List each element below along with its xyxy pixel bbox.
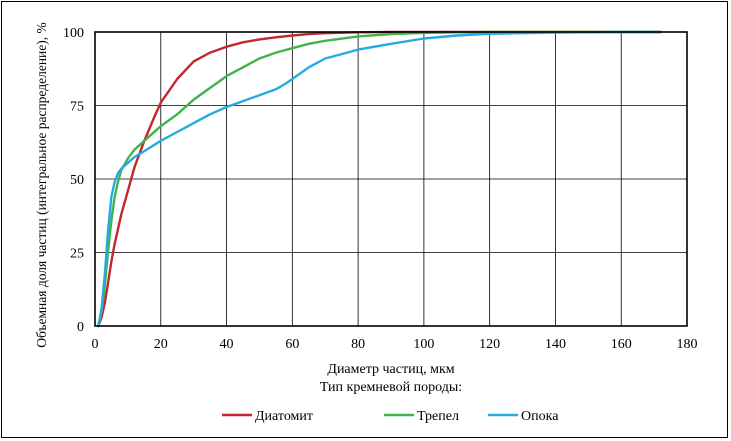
legend: Диатомит Трепел Опока [222, 409, 559, 424]
legend-title: Тип кремневой породы: [320, 380, 462, 395]
x-tick-labels: 0 20 40 60 80 100 120 140 160 180 [92, 337, 698, 352]
series-line [97, 30, 662, 328]
x-tick-label: 40 [220, 337, 234, 352]
legend-label: Трепел [417, 409, 459, 424]
x-tick-label: 160 [611, 337, 632, 352]
y-tick-label: 0 [77, 320, 84, 335]
x-tick-label: 60 [285, 337, 299, 352]
plot-area-border [94, 31, 688, 327]
x-tick-label: 180 [677, 337, 698, 352]
legend-label: Диатомит [255, 409, 313, 424]
x-tick-label: 20 [154, 337, 168, 352]
legend-label: Опока [521, 409, 559, 424]
y-tick-label: 100 [63, 26, 84, 41]
y-tick-label: 50 [70, 173, 84, 188]
y-tick-label: 25 [70, 247, 84, 262]
x-tick-label: 100 [413, 337, 434, 352]
x-tick-label: 0 [92, 337, 99, 352]
y-tick-labels: 0 25 50 75 100 [63, 26, 84, 335]
x-axis-label: Диаметр частиц, мкм [327, 362, 454, 377]
x-tick-label: 80 [351, 337, 365, 352]
y-tick-label: 75 [70, 100, 84, 115]
x-tick-label: 120 [479, 337, 500, 352]
y-axis-label: Объемная доля частиц (интегральное распр… [34, 22, 49, 348]
x-tick-label: 140 [545, 337, 566, 352]
grid-lines [94, 31, 688, 327]
